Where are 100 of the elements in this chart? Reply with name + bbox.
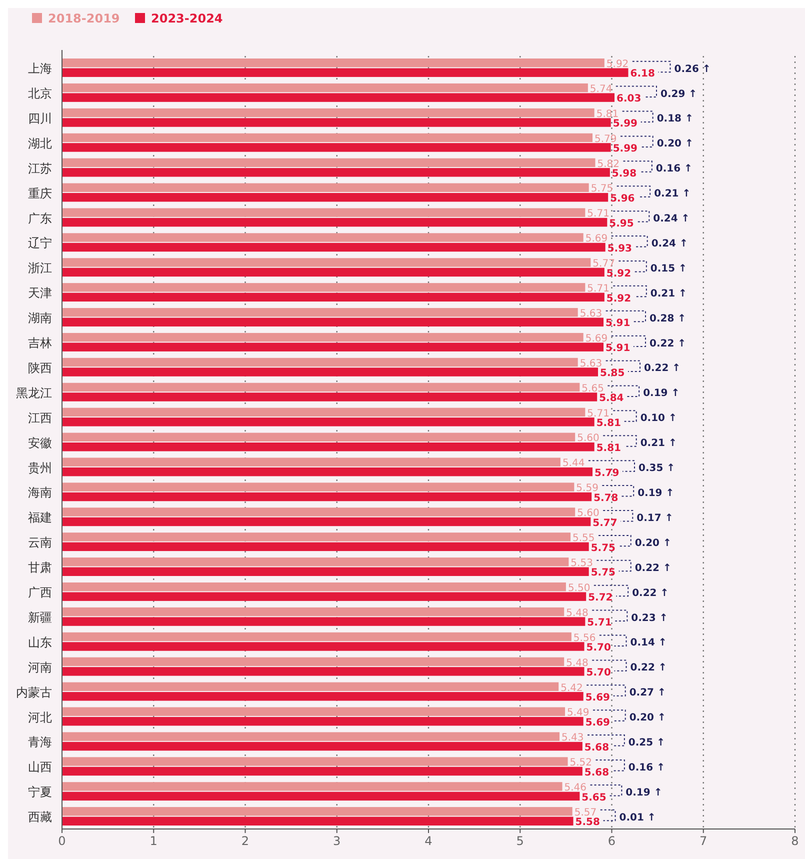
- legend-label: 2018-2019: [48, 11, 120, 26]
- x-tick-label: 3: [333, 834, 341, 848]
- x-tick-label: 4: [424, 834, 432, 848]
- data-label: 5.95: [609, 218, 634, 230]
- data-label: 5.78: [594, 492, 618, 504]
- y-tick-label: 四川: [28, 111, 52, 126]
- annotation: 0.15 ↑: [650, 263, 687, 274]
- data-label: 5.82: [597, 158, 620, 170]
- annotation: 0.20 ↑: [656, 138, 694, 150]
- bar: [62, 542, 589, 552]
- data-label: 5.99: [612, 144, 638, 155]
- bar: [62, 657, 564, 666]
- data-label: 5.92: [606, 58, 629, 70]
- data-label: 5.72: [588, 592, 613, 604]
- bar: [62, 382, 580, 392]
- data-label: 5.65: [582, 792, 606, 804]
- data-label: 5.58: [575, 817, 600, 828]
- bar: [62, 757, 568, 766]
- y-tick-label: 辽宁: [28, 236, 52, 250]
- bar: [62, 667, 584, 676]
- y-tick-label: 山东: [28, 635, 52, 650]
- annotation: 0.16 ↑: [628, 762, 665, 774]
- data-label: 5.52: [570, 758, 592, 769]
- bar: [62, 632, 572, 642]
- data-label: 5.50: [568, 582, 590, 594]
- annotation: 0.28 ↑: [650, 313, 686, 324]
- data-label: 5.55: [572, 533, 595, 544]
- data-label: 5.81: [596, 442, 622, 454]
- annotation: 0.18 ↑: [656, 114, 694, 125]
- bar: [62, 292, 604, 302]
- data-label: 5.48: [566, 658, 588, 669]
- data-label: 5.85: [600, 368, 625, 380]
- bar: [62, 68, 628, 77]
- annotation: 0.21 ↑: [640, 438, 677, 450]
- x-tick-label: 6: [608, 834, 616, 848]
- y-tick-label: 广西: [28, 586, 52, 600]
- y-tick-label: 湖北: [28, 136, 52, 150]
- bar: [62, 567, 589, 576]
- data-label: 5.65: [582, 383, 604, 394]
- y-tick-label: 吉林: [28, 336, 52, 350]
- y-tick-label: 内蒙古: [16, 685, 52, 700]
- data-label: 5.77: [592, 518, 618, 529]
- data-label: 5.70: [586, 668, 611, 679]
- y-tick-label: 福建: [28, 510, 52, 525]
- y-tick-label: 贵州: [28, 460, 52, 475]
- annotation: 0.19 ↑: [626, 787, 662, 798]
- y-tick-label: 陕西: [28, 360, 52, 375]
- data-label: 5.92: [606, 268, 632, 280]
- data-label: 5.75: [590, 542, 616, 554]
- y-tick-label: 河北: [28, 710, 52, 724]
- data-label: 5.43: [562, 732, 584, 744]
- data-label: 5.75: [590, 184, 614, 195]
- data-label: 5.69: [585, 717, 610, 728]
- data-label: 5.69: [585, 234, 608, 245]
- data-label: 5.81: [596, 418, 622, 430]
- bar: [62, 442, 594, 452]
- x-tick-label: 7: [700, 834, 708, 848]
- bar: [62, 318, 604, 326]
- annotation: 0.10 ↑: [640, 413, 677, 424]
- bar: [62, 782, 562, 791]
- annotation: 0.22 ↑: [632, 588, 669, 599]
- annotation: 0.22 ↑: [630, 662, 667, 674]
- y-tick-label: 山西: [28, 760, 52, 774]
- data-label: 5.69: [585, 333, 608, 344]
- bar: [62, 682, 559, 692]
- bar: [62, 168, 610, 177]
- annotation: 0.17 ↑: [636, 512, 674, 524]
- data-label: 5.79: [594, 134, 617, 145]
- annotation: 0.20 ↑: [634, 538, 672, 549]
- y-tick-label: 甘肃: [28, 560, 52, 575]
- annotation: 0.14 ↑: [630, 638, 667, 649]
- data-label: 5.91: [606, 343, 630, 354]
- bar: [62, 492, 592, 502]
- annotation: 0.26 ↑: [674, 64, 711, 75]
- bar: [62, 258, 591, 267]
- data-label: 5.75: [590, 568, 616, 579]
- bar: [62, 143, 611, 152]
- bar: [62, 118, 611, 127]
- bar: [62, 816, 574, 826]
- y-tick-label: 海南: [28, 486, 52, 500]
- bar: [62, 308, 578, 317]
- x-tick-label: 2: [241, 834, 250, 848]
- bar: [62, 607, 564, 616]
- y-tick-label: 青海: [28, 735, 52, 750]
- y-tick-label: 河南: [28, 660, 52, 674]
- y-tick-label: 黑龙江: [16, 386, 52, 400]
- data-label: 5.77: [592, 258, 615, 270]
- y-tick-label: 北京: [28, 86, 52, 100]
- bar: [62, 158, 596, 168]
- bar: [62, 192, 608, 202]
- data-label: 5.63: [580, 308, 602, 320]
- annotation: 0.16 ↑: [656, 164, 692, 175]
- bar: [62, 458, 560, 466]
- data-label: 5.74: [590, 84, 612, 95]
- data-label: 5.93: [607, 243, 632, 254]
- data-label: 5.70: [586, 642, 611, 654]
- bar: [62, 482, 574, 492]
- data-label: 5.63: [580, 358, 602, 370]
- data-label: 5.92: [606, 293, 632, 304]
- data-label: 5.42: [560, 682, 583, 694]
